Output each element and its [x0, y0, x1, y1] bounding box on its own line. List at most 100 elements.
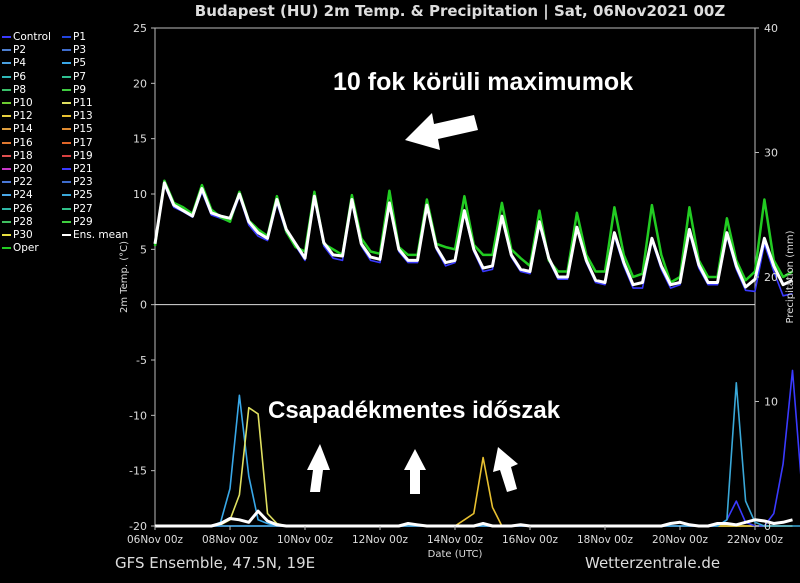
- legend-item: P1: [62, 31, 86, 44]
- legend-swatch: [62, 49, 71, 52]
- legend-swatch: [62, 102, 71, 104]
- legend-swatch: [62, 62, 71, 65]
- legend-label: P23: [73, 176, 93, 189]
- legend-label: P21: [73, 163, 93, 175]
- legend-label: P4: [13, 57, 27, 70]
- legend-label: P9: [73, 83, 87, 96]
- x-tick-label: 06Nov 00z: [127, 534, 184, 546]
- y-tick-label: -20: [129, 520, 147, 533]
- legend-swatch: [2, 102, 11, 104]
- legend-label: P30: [13, 229, 33, 241]
- legend-swatch: [2, 194, 11, 197]
- legend-item: P11: [62, 97, 93, 110]
- arrow-up-icon: [307, 444, 330, 492]
- legend-label: P28: [13, 215, 33, 228]
- legend-label: P24: [13, 189, 33, 202]
- chart-title: Budapest (HU) 2m Temp. & Precipitation |…: [194, 2, 726, 20]
- legend-swatch: [62, 181, 71, 184]
- legend-item: P16: [2, 137, 33, 150]
- legend-label: P14: [13, 123, 33, 136]
- legend-label: P26: [13, 202, 33, 215]
- x-tick-label: 08Nov 00z: [202, 534, 259, 546]
- annotation-arrows: [307, 113, 518, 494]
- legend-label: P17: [73, 136, 93, 149]
- legend-item: P12: [2, 110, 33, 123]
- legend-label: P11: [73, 97, 93, 109]
- legend-swatch: [2, 181, 11, 184]
- legend-label: P22: [13, 176, 33, 189]
- legend-swatch: [62, 141, 71, 144]
- legend-swatch: [2, 168, 11, 170]
- x-tick-label: 14Nov 00z: [427, 534, 484, 546]
- source-credit: Wetterzentrale.de: [585, 554, 721, 572]
- legend-swatch: [62, 128, 71, 131]
- legend-label: Ens. mean: [73, 229, 129, 241]
- series-temp-ens-mean: [153, 181, 794, 289]
- legend-item: P5: [62, 57, 86, 70]
- legend-item: P10: [2, 97, 33, 110]
- legend-item: P17: [62, 137, 93, 150]
- legend-item: P25: [62, 189, 93, 202]
- y2-tick-label: 30: [764, 147, 778, 160]
- legend-label: P10: [13, 97, 33, 109]
- y-tick-label: 15: [133, 133, 147, 146]
- legend-swatch: [2, 247, 11, 250]
- legend-label: P5: [73, 57, 87, 70]
- y-tick-label: -5: [136, 354, 147, 367]
- y2-axis-label: Precipitation (mm): [785, 230, 796, 323]
- legend-label: P7: [73, 70, 87, 83]
- legend-item: P18: [2, 150, 33, 163]
- legend-item: P19: [62, 150, 93, 163]
- y-tick-label: 25: [133, 22, 147, 35]
- legend-label: P16: [13, 136, 33, 149]
- legend-label: P18: [13, 149, 33, 162]
- annotation-maxima: 10 fok körüli maximumok: [333, 68, 634, 96]
- legend-item: P3: [62, 44, 86, 57]
- model-info: GFS Ensemble, 47.5N, 19E: [115, 554, 316, 572]
- legend-swatch: [2, 36, 11, 38]
- legend-item: P24: [2, 189, 33, 202]
- arrow-up-icon: [493, 447, 518, 492]
- y-tick-label: -10: [129, 409, 147, 422]
- y-tick-label: 10: [133, 188, 147, 201]
- legend-item: Oper: [2, 242, 39, 255]
- legend-label: P1: [73, 31, 87, 43]
- y2-tick-label: 10: [764, 396, 778, 409]
- y-tick-label: 5: [140, 243, 147, 256]
- legend-label: P2: [13, 44, 27, 57]
- legend-label: P25: [73, 189, 93, 202]
- legend-swatch: [2, 234, 11, 236]
- legend-label: P12: [13, 110, 33, 123]
- x-axis-label: Date (UTC): [428, 549, 483, 560]
- legend-item: Control: [2, 31, 51, 44]
- x-tick-label: 16Nov 00z: [502, 534, 559, 546]
- legend-item: P2: [2, 44, 26, 57]
- y-axis-label: 2m Temp. (°C): [119, 241, 130, 313]
- legend-swatch: [2, 75, 11, 78]
- legend-label: P6: [13, 70, 27, 83]
- legend-swatch: [62, 168, 71, 170]
- legend-label: P20: [13, 163, 33, 175]
- legend-item: Ens. mean: [62, 229, 128, 242]
- legend-item: P29: [62, 216, 93, 229]
- legend-label: P13: [73, 110, 93, 123]
- legend-item: P22: [2, 176, 33, 189]
- legend-label: Oper: [13, 242, 39, 255]
- plot-area: [154, 27, 756, 527]
- y2-tick-label: 40: [764, 22, 778, 35]
- legend-swatch: [62, 207, 71, 210]
- legend-swatch: [62, 115, 71, 118]
- legend-label: P19: [73, 149, 93, 162]
- legend-swatch: [2, 154, 11, 157]
- legend-label: P27: [73, 202, 93, 215]
- annotation-dry-period: Csapadékmentes időszak: [268, 397, 561, 424]
- y-tick-label: 0: [140, 299, 147, 312]
- x-tick-label: 18Nov 00z: [577, 534, 634, 546]
- legend-label: P29: [73, 215, 93, 228]
- legend-item: P20: [2, 163, 33, 176]
- y2-tick-label: 0: [764, 520, 771, 533]
- legend-item: P6: [2, 71, 26, 84]
- y2-tick-label: 20: [764, 271, 778, 284]
- legend-swatch: [2, 88, 11, 91]
- y-tick-label: -15: [129, 465, 147, 478]
